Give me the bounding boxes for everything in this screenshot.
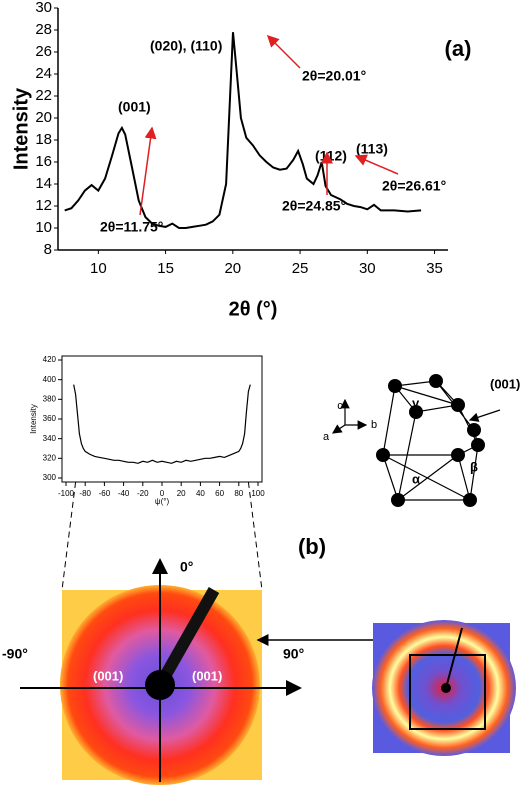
x-tick-label: 25: [292, 260, 309, 277]
data-line: [73, 384, 251, 464]
axis-b: b: [371, 419, 377, 431]
y-tick-label: 28: [35, 21, 52, 38]
x-tick-label: -100: [58, 489, 75, 498]
angle-alpha: α: [412, 471, 420, 486]
x-tick-label: -60: [99, 489, 111, 498]
x-tick-label: 15: [157, 260, 174, 277]
x-tick-label: 20: [177, 489, 186, 498]
x-tick-label: 10: [90, 260, 107, 277]
plane-label: (001): [490, 376, 520, 391]
x-tick-label: -20: [137, 489, 149, 498]
x-tick-label: 60: [215, 489, 224, 498]
diffraction-pattern: [20, 558, 302, 785]
y-tick-label: 20: [35, 109, 52, 126]
annotation-arrow: [354, 154, 399, 175]
y-tick-label: 14: [35, 175, 52, 192]
y-tick-label: 420: [43, 355, 57, 364]
y-axis-label: Intensity: [10, 87, 32, 170]
x-tick-label: 0: [160, 489, 165, 498]
y-tick-label: 12: [35, 197, 52, 214]
annotation: 2θ=20.01°: [302, 68, 366, 84]
annotation-arrow: [266, 34, 301, 69]
x-axis-label: 2θ (°): [229, 298, 278, 320]
y-tick-label: 400: [43, 375, 57, 384]
plot-frame: [61, 355, 263, 483]
x-tick-label: 40: [196, 489, 205, 498]
y-tick-label: 22: [35, 87, 52, 104]
panel-label: (a): [445, 36, 472, 61]
annotation: 2θ=26.61°: [382, 178, 446, 194]
guide-line: [61, 481, 77, 591]
y-tick-label: 340: [43, 434, 57, 443]
y-tick-label: 18: [35, 131, 52, 148]
y-tick-label: 300: [43, 473, 57, 482]
annotation: (112): [315, 148, 347, 164]
angle-beta: β: [470, 459, 478, 474]
y-tick-label: 26: [35, 43, 52, 60]
y-tick-label: 320: [43, 453, 57, 462]
x-axis-label: ψ(°): [155, 497, 170, 506]
y-tick-label: 24: [35, 65, 52, 82]
x-tick-label: 30: [359, 260, 376, 277]
reflection-label: (001): [93, 668, 123, 683]
annotation: (020), (110): [150, 38, 222, 54]
annotation: (001): [118, 99, 151, 115]
x-tick-label: -40: [118, 489, 130, 498]
annotation: (113): [356, 141, 388, 157]
y-tick-label: 30: [35, 0, 52, 16]
guide-line: [247, 481, 263, 591]
axis-a: a: [323, 431, 330, 443]
diffraction-pattern-small: [256, 620, 516, 756]
crystal-diagram: [332, 374, 501, 507]
y-axis-label: Intensity: [29, 404, 38, 434]
annotation-arrow: [139, 126, 157, 216]
data-line: [64, 32, 422, 229]
x-tick-label: -80: [79, 489, 91, 498]
annotation: 2θ=24.85°: [282, 198, 346, 214]
y-tick-label: 10: [35, 219, 52, 236]
direction-label: 90°: [283, 646, 304, 662]
x-tick-label: 35: [426, 260, 443, 277]
y-tick-label: 16: [35, 153, 52, 170]
panel-label: (b): [298, 534, 326, 559]
axis-c: c: [337, 400, 343, 412]
annotation: 2θ=11.75°: [100, 219, 163, 235]
x-tick-label: 100: [251, 489, 265, 498]
y-tick-label: 8: [44, 241, 52, 258]
direction-label: -90°: [2, 646, 28, 662]
direction-label: 0°: [180, 559, 193, 575]
y-tick-label: 360: [43, 414, 57, 423]
y-tick-label: 380: [43, 394, 57, 403]
x-tick-label: 80: [234, 489, 243, 498]
reflection-label: (001): [192, 668, 222, 683]
angle-gamma: γ: [412, 395, 420, 410]
x-tick-label: 20: [224, 260, 241, 277]
